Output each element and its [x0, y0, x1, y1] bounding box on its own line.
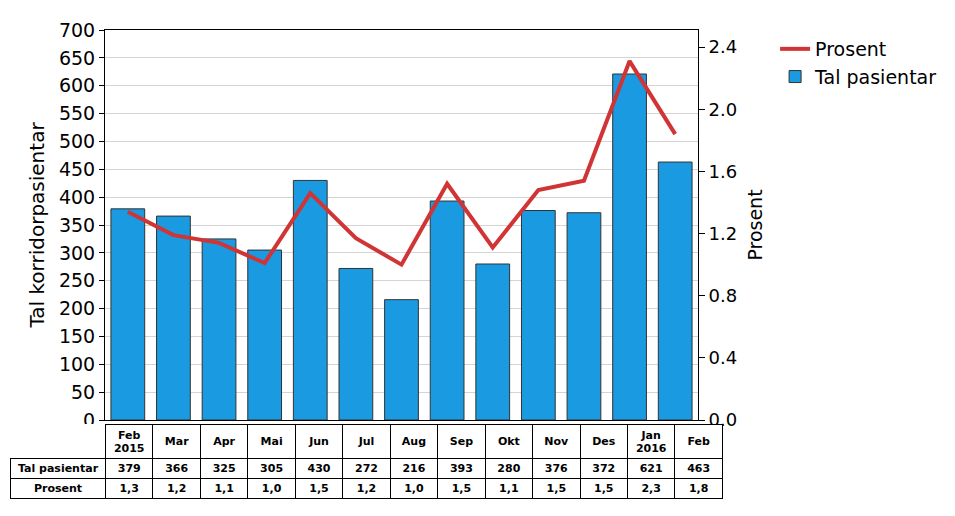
html-text:325: 325: [212, 462, 236, 475]
html-text:1,5: 1,5: [546, 482, 566, 495]
html-text:1,3: 1,3: [119, 482, 139, 495]
svg-text:1.6: 1.6: [709, 161, 738, 182]
svg-text:550: 550: [59, 102, 95, 124]
html-text:Jul: Jul: [358, 435, 375, 448]
svg-text:Tal korridorpasientar: Tal korridorpasientar: [25, 122, 49, 329]
html-text:Tal pasientar: Tal pasientar: [17, 462, 99, 475]
svg-text:350: 350: [59, 214, 95, 236]
svg-text:400: 400: [59, 186, 95, 208]
html-text:1,5: 1,5: [451, 482, 472, 495]
svg-text:Tal pasientar: Tal pasientar: [814, 66, 936, 88]
html-text:1,2: 1,2: [166, 482, 187, 495]
html-text:Apr: Apr: [213, 435, 235, 448]
html-text:463: 463: [687, 462, 711, 475]
html-text:Okt: Okt: [497, 435, 520, 448]
svg-text:500: 500: [59, 130, 95, 152]
html-text:1,5: 1,5: [594, 482, 614, 495]
html-text:430: 430: [307, 462, 331, 475]
html-text:1,0: 1,0: [404, 482, 424, 495]
html-text:Sep: Sep: [449, 435, 473, 448]
html-text:2,3: 2,3: [641, 482, 661, 495]
html-text:305: 305: [260, 462, 284, 475]
html-text:372: 372: [592, 462, 616, 475]
html-text:1,5: 1,5: [309, 482, 329, 495]
html-text:1,1: 1,1: [499, 482, 519, 495]
html-text:Mai: Mai: [260, 435, 283, 448]
html-text:Aug: Aug: [401, 435, 426, 448]
html-text:1,2: 1,2: [356, 482, 377, 495]
svg-text:0.8: 0.8: [709, 285, 738, 306]
html-text:280: 280: [497, 462, 521, 475]
html-text:Mar: Mar: [164, 435, 189, 448]
svg-text:2.4: 2.4: [709, 36, 738, 57]
svg-text:0: 0: [83, 408, 96, 431]
svg-text:Prosent: Prosent: [744, 189, 766, 260]
html-text:379: 379: [117, 462, 141, 475]
html-text:Feb: Feb: [687, 435, 710, 448]
svg-text:100: 100: [59, 353, 95, 375]
svg-text:250: 250: [59, 269, 95, 291]
svg-text:450: 450: [59, 158, 95, 180]
svg-text:150: 150: [59, 325, 95, 347]
html-text:Jun: Jun: [309, 435, 329, 448]
svg-text:Prosent: Prosent: [815, 38, 886, 60]
svg-text:600: 600: [59, 74, 95, 96]
svg-text:2.0: 2.0: [709, 99, 738, 120]
html-text:393: 393: [449, 462, 473, 475]
svg-text:50: 50: [71, 381, 95, 403]
html-text:Jan 2016: Jan 2016: [635, 428, 667, 455]
html-text:272: 272: [355, 462, 378, 475]
svg-text:200: 200: [59, 297, 95, 319]
html-text:Prosent: Prosent: [33, 482, 83, 495]
svg-text:650: 650: [59, 47, 95, 69]
svg-text:1.2: 1.2: [709, 223, 738, 244]
html-text:Feb 2015: Feb 2015: [113, 428, 145, 455]
html-text:1,1: 1,1: [214, 482, 234, 495]
html-text:621: 621: [639, 462, 663, 475]
html-text:Nov: Nov: [544, 435, 569, 448]
html-text:376: 376: [544, 462, 568, 475]
html-text:366: 366: [165, 462, 189, 475]
svg-text:300: 300: [59, 242, 95, 264]
html-text:1,8: 1,8: [688, 482, 709, 495]
svg-text:0.0: 0.0: [708, 409, 738, 431]
svg-text:700: 700: [59, 19, 95, 41]
svg-text:0.4: 0.4: [709, 347, 738, 368]
html-text:1,0: 1,0: [261, 482, 282, 495]
html-text:216: 216: [402, 462, 426, 475]
html-text:Des: Des: [592, 435, 616, 448]
